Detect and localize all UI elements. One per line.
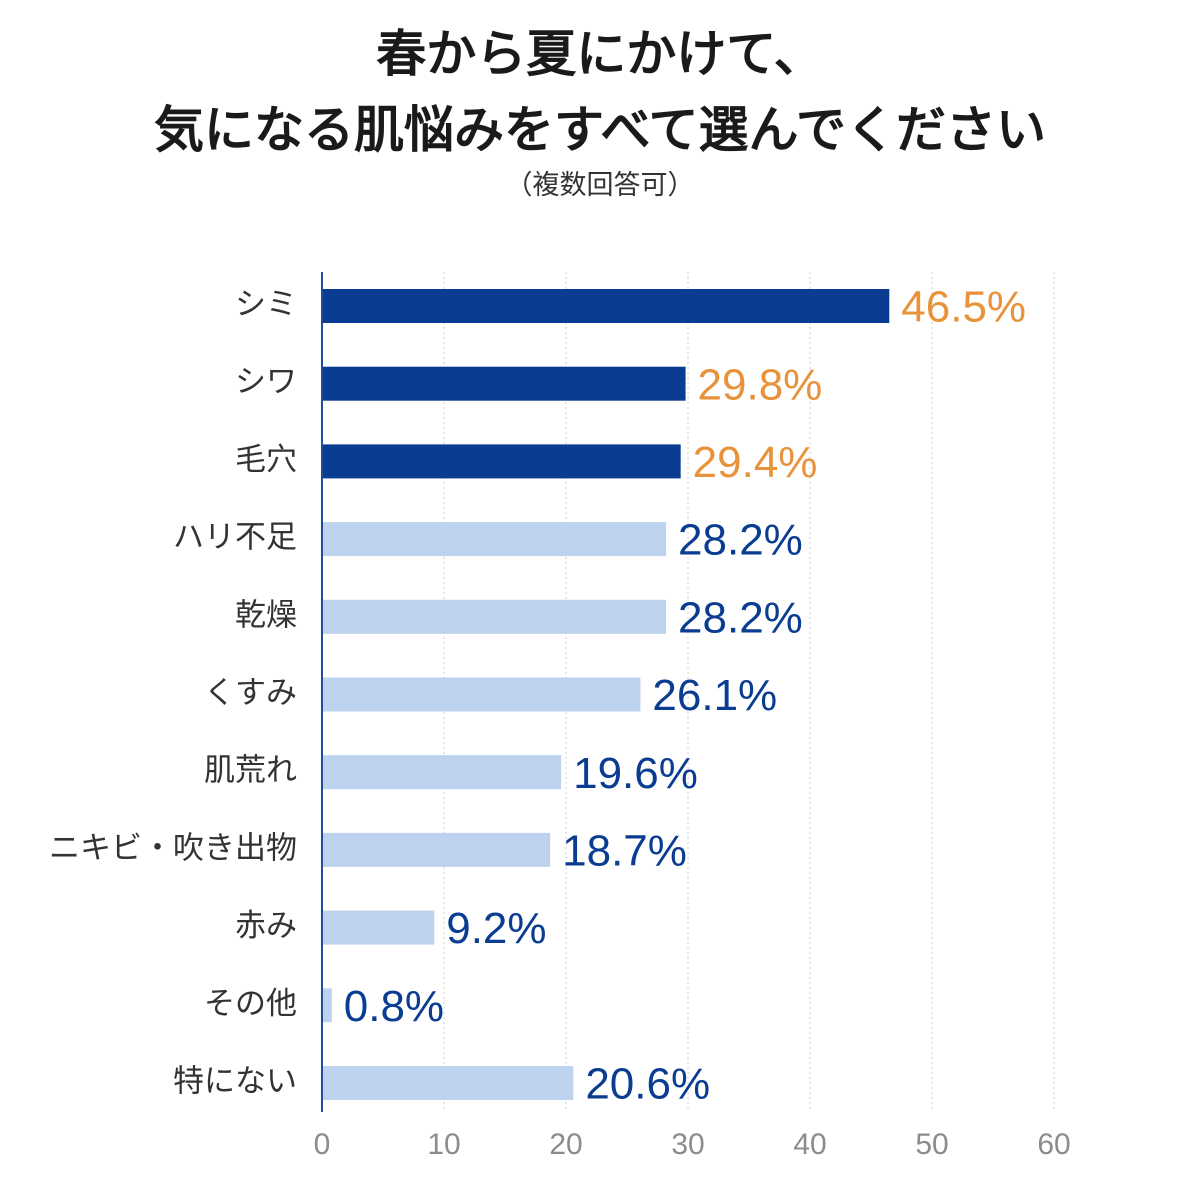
category-label: ハリ不足 [173, 520, 297, 556]
bar [322, 289, 890, 323]
value-label: 20.6% [585, 1060, 710, 1109]
category-label: シワ [235, 364, 297, 400]
category-label: シミ [235, 287, 297, 323]
chart-subtitle: （複数回答可） [505, 170, 695, 201]
labels: 0 10 20 30 40 50 60 シミ 46.5% シワ 29.8% 毛穴 29.4% ハリ不足 28… [49, 283, 1071, 1161]
value-label: 28.2% [678, 516, 803, 565]
x-tick-label: 50 [915, 1128, 948, 1161]
value-label: 0.8% [344, 982, 444, 1031]
bar [322, 522, 667, 557]
bar [322, 444, 681, 479]
bar [322, 366, 686, 401]
bar [322, 988, 332, 1023]
bars [322, 289, 890, 1100]
bar [322, 910, 435, 945]
bar [322, 832, 551, 867]
value-label: 19.6% [573, 749, 698, 798]
bar [322, 1066, 574, 1100]
value-label: 26.1% [652, 671, 777, 720]
x-tick-label: 10 [427, 1128, 460, 1161]
value-label: 9.2% [446, 904, 546, 953]
x-tick-label: 30 [671, 1128, 704, 1161]
bar [322, 755, 562, 790]
gridlines [443, 272, 1055, 1112]
category-label: 乾燥 [235, 597, 297, 633]
value-label: 18.7% [562, 827, 687, 876]
x-tick-label: 60 [1037, 1128, 1070, 1161]
category-label: 毛穴 [235, 442, 297, 478]
x-tick-label: 20 [549, 1128, 582, 1161]
category-label: 肌荒れ [204, 753, 297, 789]
value-label: 29.8% [698, 360, 823, 409]
bar [322, 599, 667, 634]
value-label: 46.5% [901, 283, 1026, 332]
category-label: ニキビ・吹き出物 [49, 830, 297, 866]
value-label: 29.4% [693, 438, 818, 487]
x-tick-label: 0 [314, 1128, 331, 1161]
category-label: 赤み [235, 908, 297, 944]
chart-title-line-2: 気になる肌悩みをすべて選んでください [154, 101, 1046, 159]
category-label: 特にない [173, 1064, 297, 1100]
category-label: くすみ [204, 675, 297, 711]
bar [322, 677, 641, 712]
category-label: その他 [204, 986, 297, 1022]
x-tick-label: 40 [793, 1128, 826, 1161]
chart-title-line-1: 春から夏にかけて、 [376, 25, 824, 83]
value-label: 28.2% [678, 593, 803, 642]
